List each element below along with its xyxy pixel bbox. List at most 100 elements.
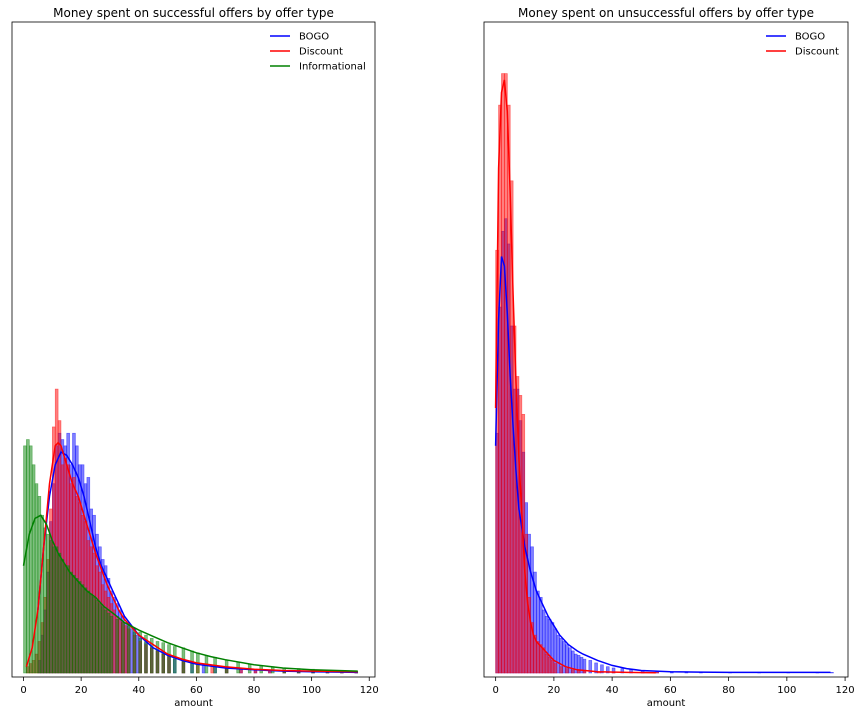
- histogram-bar: [95, 600, 99, 674]
- histogram-bar: [830, 672, 834, 674]
- x-tick-label: 80: [722, 685, 735, 696]
- histogram-bar: [553, 663, 558, 674]
- histogram-bar: [40, 514, 44, 674]
- histogram-bar: [69, 571, 73, 674]
- histogram-bar: [129, 628, 134, 674]
- histogram-bar: [167, 644, 171, 674]
- histogram-bar: [556, 634, 561, 674]
- legend-label: BOGO: [795, 32, 825, 43]
- histogram-bar: [606, 666, 610, 674]
- kde-line: [494, 79, 656, 674]
- legend: BOGO Discount Informational: [270, 32, 366, 73]
- histogram-bar: [101, 606, 105, 674]
- histogram-bar: [63, 565, 68, 674]
- x-tick-label: 60: [190, 685, 203, 696]
- histogram-bar: [501, 73, 505, 674]
- chart-title: Money spent on successful offers by offe…: [53, 6, 334, 20]
- histogram-bar: [109, 615, 114, 674]
- x-tick-label: 40: [606, 685, 619, 696]
- histogram-bar: [562, 641, 566, 674]
- histogram-bar: [568, 647, 572, 674]
- x-tick-label: 120: [836, 685, 855, 696]
- histogram-bar: [115, 619, 119, 674]
- legend-label: BOGO: [299, 32, 329, 43]
- histogram-bar: [571, 669, 575, 674]
- successful-offers-panel: Money spent on successful offers by offe…: [11, 6, 379, 709]
- x-axis-label: amount: [647, 698, 686, 709]
- histogram-bar: [98, 603, 102, 674]
- histogram-bar: [544, 653, 549, 674]
- histogram-bar: [576, 670, 581, 674]
- series-discount: [495, 73, 660, 674]
- legend-label: Discount: [299, 47, 343, 58]
- histogram-bar: [34, 483, 39, 674]
- histogram-bar: [118, 619, 122, 674]
- x-tick-label: 120: [360, 685, 379, 696]
- x-tick-label: 20: [548, 685, 561, 696]
- histogram-bar: [46, 533, 50, 674]
- series-bogo: [495, 218, 834, 674]
- histogram-bar: [57, 552, 62, 674]
- histogram-bar: [89, 593, 93, 674]
- histogram-bar: [66, 565, 70, 674]
- histogram-bar: [539, 644, 543, 674]
- histogram-bar: [28, 445, 33, 674]
- histogram-bar: [536, 641, 540, 674]
- x-tick-label: 100: [777, 685, 796, 696]
- histogram-bar: [60, 559, 65, 674]
- legend: BOGO Discount: [766, 32, 839, 58]
- histogram-bar: [126, 625, 131, 674]
- histogram-bar: [83, 587, 88, 674]
- kde-line: [22, 514, 358, 672]
- x-tick-label: 80: [248, 685, 261, 696]
- histogram-bar: [124, 625, 128, 674]
- histogram-bar: [132, 628, 137, 674]
- histogram-bar: [77, 581, 82, 674]
- histogram-bar: [75, 578, 79, 674]
- histogram-bar: [588, 660, 593, 674]
- histogram-bar: [72, 574, 76, 674]
- histogram-bar: [92, 596, 96, 674]
- kde-line: [494, 256, 831, 674]
- histogram-bar: [80, 584, 85, 674]
- x-tick-label: 20: [75, 685, 88, 696]
- histogram-bar: [161, 642, 165, 674]
- histogram-bar: [518, 395, 523, 674]
- x-axis-label: amount: [174, 698, 213, 709]
- histogram-bar: [49, 540, 53, 674]
- legend-label: Informational: [299, 62, 366, 73]
- histogram-bar: [504, 73, 508, 674]
- histogram-bar: [138, 631, 142, 674]
- kde-line: [37, 451, 358, 674]
- x-tick-label: 100: [302, 685, 321, 696]
- unsuccessful-offers-panel: Money spent on unsuccessful offers by of…: [483, 6, 855, 709]
- histogram-bar: [106, 612, 111, 674]
- histogram-bar: [26, 439, 30, 674]
- histogram-bar: [173, 646, 177, 674]
- histogram-bar: [54, 546, 59, 674]
- histogram-bar: [550, 660, 555, 674]
- x-tick-label: 0: [492, 685, 498, 696]
- kde-line: [25, 441, 358, 673]
- legend-label: Discount: [795, 47, 839, 58]
- histogram-bar: [103, 609, 108, 674]
- histogram-bar: [594, 662, 598, 674]
- histogram-bar: [547, 656, 552, 674]
- histogram-bar: [155, 641, 160, 674]
- histogram-bar: [655, 672, 660, 674]
- histogram-bar: [600, 664, 604, 674]
- histogram-bar: [135, 634, 140, 674]
- axes-frame: [11, 21, 376, 678]
- histogram-bar: [559, 666, 563, 674]
- axes-frame: [483, 21, 849, 678]
- histogram-bar: [201, 665, 206, 674]
- histogram-bar: [149, 637, 154, 674]
- x-tick-label: 0: [20, 685, 26, 696]
- histogram-bar: [86, 590, 91, 674]
- histogram-bar: [565, 668, 569, 674]
- histogram-bar: [112, 609, 117, 674]
- histogram-bar: [144, 634, 148, 674]
- histogram-bar: [582, 670, 587, 674]
- chart-title: Money spent on unsuccessful offers by of…: [518, 6, 814, 20]
